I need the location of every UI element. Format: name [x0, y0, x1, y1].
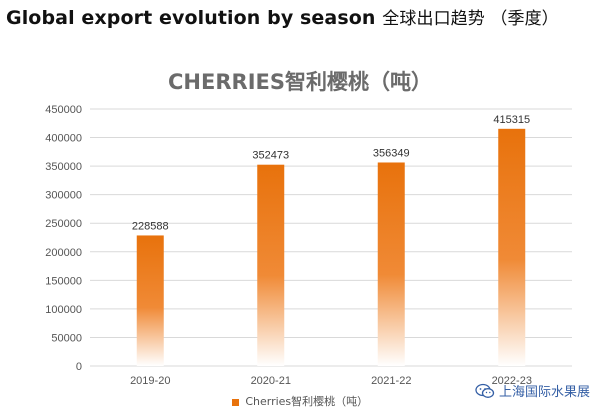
- data-labels: 228588 352473 356349 415315: [132, 114, 530, 233]
- y-tick-label: 50000: [51, 332, 82, 344]
- y-axis-ticks: 0 50000 100000 150000 200000 250000 300000 3500…: [45, 104, 82, 373]
- y-tick-label: 450000: [45, 104, 82, 116]
- y-tick-label: 0: [76, 361, 82, 373]
- watermark-text: 上海国际水果展: [498, 385, 590, 400]
- x-tick-label: 2020-21: [251, 375, 291, 387]
- page-title-cn: 全球出口趋势 （季度）: [382, 9, 559, 29]
- legend-swatch: [231, 398, 239, 406]
- x-tick-label: 2022-23: [492, 375, 532, 387]
- legend: Cherries智利樱桃（吨）: [0, 393, 600, 409]
- x-axis-ticks: 2019-20 2020-21 2021-22 2022-23: [130, 375, 532, 387]
- bar: [136, 235, 164, 366]
- chart-title: CHERRIES智利樱桃（吨）: [168, 70, 432, 94]
- legend-label: Cherries智利樱桃（吨）: [245, 395, 369, 408]
- data-label: 415315: [493, 114, 530, 126]
- y-tick-label: 300000: [45, 190, 82, 202]
- y-tick-label: 150000: [45, 275, 82, 287]
- bar: [377, 162, 405, 366]
- page-title-en: Global export evolution by season: [6, 7, 376, 29]
- grid-lines: [90, 108, 572, 367]
- y-tick-label: 400000: [45, 133, 82, 145]
- bars: [136, 128, 526, 366]
- data-label: 228588: [132, 220, 169, 232]
- x-tick-label: 2019-20: [130, 375, 170, 387]
- page-title: Global export evolution by season 全球出口趋势…: [6, 4, 559, 29]
- y-tick-label: 200000: [45, 247, 82, 259]
- bar: [257, 164, 285, 366]
- data-label: 352473: [252, 150, 289, 162]
- y-tick-label: 100000: [45, 304, 82, 316]
- wechat-icon: [475, 383, 495, 398]
- bar: [498, 128, 526, 366]
- data-label: 356349: [373, 147, 410, 159]
- y-tick-label: 350000: [45, 161, 82, 173]
- x-tick-label: 2021-22: [371, 375, 411, 387]
- y-tick-label: 250000: [45, 218, 82, 230]
- watermark: 上海国际水果展: [475, 381, 590, 400]
